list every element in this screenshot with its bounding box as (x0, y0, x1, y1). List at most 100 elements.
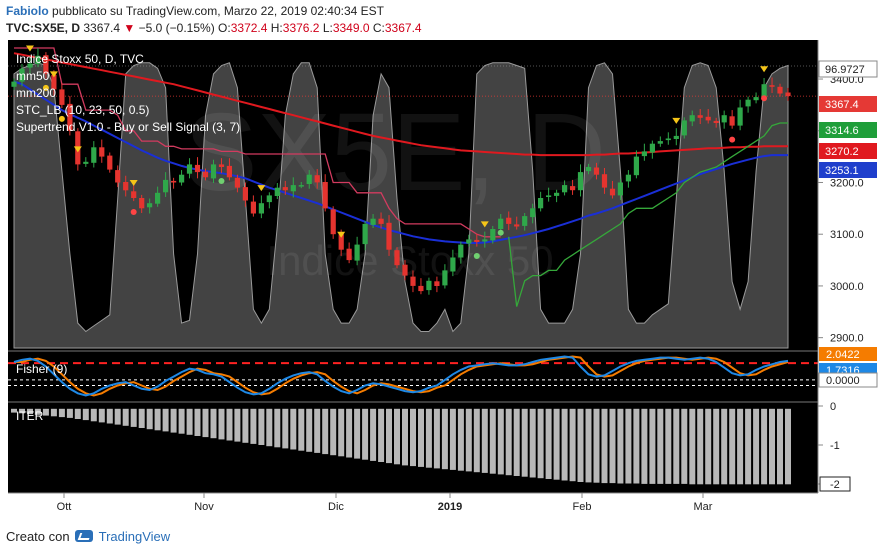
mm50-line (13, 80, 788, 244)
signal-dot (42, 84, 49, 91)
iter-bar (433, 408, 440, 469)
iter-bar (489, 408, 496, 474)
fisher-pane[interactable]: Fisher (9) (8, 350, 818, 397)
candle-body (155, 192, 161, 204)
candle-body (179, 174, 185, 183)
candle-body (330, 209, 336, 235)
open-value: 3372.4 (230, 21, 268, 35)
candle-body (681, 120, 687, 136)
iter-bar (362, 408, 369, 460)
candle-body (306, 174, 312, 184)
supertrend-down-line (14, 47, 501, 238)
footer-brand[interactable]: TradingView (98, 529, 171, 544)
iter-bar (625, 408, 632, 484)
candle-body (35, 55, 41, 65)
fisher-trigger-line (14, 355, 789, 397)
iter-bar (122, 408, 129, 426)
author-name[interactable]: Fabiolo (6, 4, 49, 18)
time-tick-label: 2019 (438, 501, 462, 513)
iter-bar (74, 408, 81, 419)
iter-bar (513, 408, 520, 476)
iter-bar (346, 408, 353, 458)
candle-body (554, 192, 560, 196)
time-tick-label: Ott (57, 501, 72, 513)
close-value: 3367.4 (384, 21, 422, 35)
iter-pane[interactable]: ITER (8, 401, 818, 485)
candle-body (210, 164, 217, 179)
candle-body (490, 229, 496, 241)
fisher-label: 2.0422 (826, 349, 860, 361)
iter-bar (673, 408, 680, 484)
candle-body (450, 257, 456, 272)
candle-body (250, 201, 256, 214)
price-label: 3253.1 (825, 165, 859, 177)
iter-bar (210, 408, 217, 439)
axis-tick-label: 2900.0 (830, 333, 864, 345)
candle-body (218, 164, 225, 167)
high-value: 3376.2 (282, 21, 320, 35)
candle-body (354, 244, 360, 261)
iter-bar (465, 408, 472, 472)
iter-bar (737, 408, 744, 485)
signal-dot (218, 177, 225, 184)
iter-bar (138, 408, 145, 428)
iter-axis-label: -2 (830, 479, 840, 491)
iter-axis-label: -1 (830, 440, 840, 452)
sell-triangle-marker (257, 185, 266, 192)
candle-body (314, 175, 320, 183)
candle-body (290, 185, 296, 192)
candle-body (123, 182, 129, 191)
price-axis[interactable]: 3400.03300.03200.03100.03000.02900.096.9… (817, 40, 885, 493)
candle-body (410, 276, 416, 286)
candle-body (689, 115, 695, 122)
open-label: O: (218, 21, 231, 35)
fisher-label: 0.0000 (826, 375, 860, 387)
candle-body (585, 167, 592, 172)
low-label: L: (322, 21, 333, 35)
candle-body (394, 250, 400, 266)
iter-bar (386, 408, 392, 464)
iter-bar (402, 408, 408, 466)
axis-background (818, 40, 885, 493)
iter-bar (697, 408, 704, 485)
price-label-box (819, 143, 877, 159)
candle-body (11, 81, 17, 87)
candle-body (721, 115, 727, 123)
close-label: C: (372, 21, 385, 35)
candle-body (282, 187, 288, 191)
candle-body (609, 188, 616, 196)
price-label-box (818, 60, 878, 78)
iter-bar (90, 408, 97, 422)
chart-canvas[interactable]: SX5E, D Indice Stoxx 50 Indice Stoxx 50, D… (0, 40, 885, 520)
iter-bar (178, 408, 185, 434)
candle-body (171, 180, 177, 183)
candle-body (641, 151, 647, 157)
legend-item: Supertrend V1.0 - Buy or Sell Signal (3,… (16, 120, 240, 134)
iter-bar (154, 408, 161, 431)
time-tick-label: Mar (694, 501, 713, 513)
candle-body (226, 165, 232, 178)
candle-body (434, 281, 440, 286)
candle-body (378, 218, 384, 224)
iter-bar (777, 408, 783, 485)
candle-body (346, 248, 352, 261)
main-pane[interactable]: SX5E, D Indice Stoxx 50 Indice Stoxx 50, D… (8, 45, 818, 349)
iter-bar (721, 408, 728, 485)
iter-bar (226, 408, 233, 441)
iter-bar (34, 408, 41, 415)
candle-body (258, 203, 264, 214)
time-axis[interactable]: Ott Nov Dic 2019 Feb Mar (8, 492, 818, 513)
iter-bar (290, 408, 297, 450)
publish-text: pubblicato su TradingView.com, Marzo 22,… (52, 4, 384, 18)
iter-bar (593, 408, 600, 483)
candle-body (418, 285, 424, 292)
iter-bar (11, 408, 17, 413)
iter-bar (649, 408, 656, 484)
iter-bar (785, 408, 791, 485)
iter-bar (585, 408, 592, 483)
iter-bar (569, 408, 576, 482)
candle-body (51, 74, 57, 90)
iter-bar (114, 408, 121, 425)
iter-bar (330, 408, 337, 456)
candle-body (601, 174, 608, 188)
